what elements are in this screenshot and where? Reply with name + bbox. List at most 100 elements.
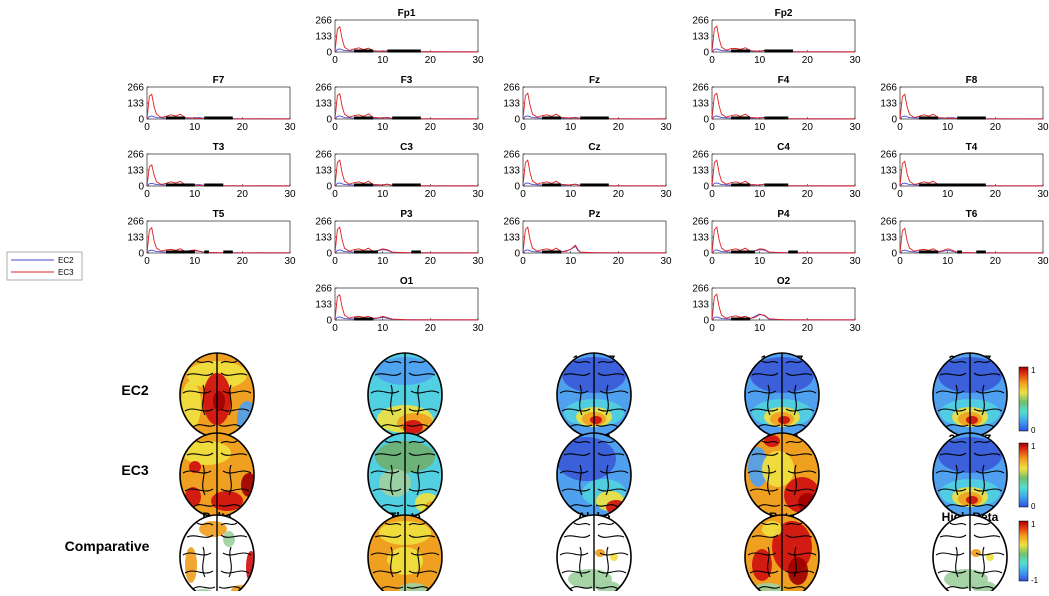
brain-sulcus [761, 440, 779, 444]
y-tick-label: 133 [880, 99, 897, 110]
brain-sulcus [597, 534, 625, 538]
panel-t3: T3 0 133 266 0 10 20 30 [127, 142, 296, 200]
brain-sulcus [182, 390, 212, 394]
brain-sulcus [228, 384, 232, 416]
brain-sulcus [408, 522, 426, 526]
brain-sulcus [973, 360, 991, 364]
brain-sulcus [370, 390, 400, 394]
brain-sulcus [406, 586, 430, 590]
panel-o1: O1 0 133 266 0 10 20 30 [315, 276, 484, 334]
brain-sulcus [973, 570, 1003, 574]
plot-area [711, 220, 856, 254]
panel-title: O1 [400, 276, 414, 287]
y-tick-label: 266 [503, 150, 520, 161]
brain-sulcus [749, 570, 779, 574]
topo-blob [403, 420, 423, 434]
x-tick-label: 0 [520, 189, 526, 200]
y-tick-label: 0 [703, 48, 709, 59]
brain-sulcus [563, 534, 591, 538]
significance-bar [354, 250, 378, 254]
topo-map [556, 352, 632, 438]
y-tick-label: 0 [326, 316, 332, 327]
y-tick-label: 0 [138, 182, 144, 193]
series-ec3-line [522, 226, 667, 254]
y-tick-label: 0 [326, 249, 332, 260]
topo-map [932, 352, 1008, 438]
brain-sulcus [935, 390, 965, 394]
brain-sulcus [783, 424, 807, 428]
brain-sulcus [783, 586, 807, 590]
x-tick-label: 10 [754, 189, 766, 200]
brain-sulcus [559, 470, 589, 474]
significance-bar [542, 183, 562, 187]
significance-bar [764, 49, 794, 53]
panel-fp1: Fp1 0 133 266 0 10 20 30 [315, 8, 484, 66]
brain-sulcus [186, 452, 214, 456]
brain-sulcus [949, 360, 967, 364]
x-tick-label: 20 [802, 256, 814, 267]
panel-cz: Cz 0 133 266 0 10 20 30 [503, 142, 672, 200]
significance-bar [731, 116, 751, 120]
brain-sulcus [757, 586, 781, 590]
brain-sulcus [939, 534, 967, 538]
x-tick-label: 30 [849, 323, 861, 334]
brain-sulcus [579, 384, 583, 416]
topo-blob [788, 557, 808, 585]
topo-blob [185, 547, 197, 583]
panel-f4: F4 0 133 266 0 10 20 30 [692, 75, 861, 133]
plot-area [899, 86, 1044, 120]
topo-blob [183, 441, 231, 465]
series-ec3-line [711, 293, 856, 321]
y-tick-label: 0 [703, 182, 709, 193]
brain-sulcus [935, 470, 965, 474]
topo-blob [223, 531, 235, 547]
colorbar-max-label: 1 [1031, 366, 1036, 375]
brain-sulcus [184, 408, 214, 412]
brain-sulcus [767, 546, 771, 578]
plot-area [334, 220, 479, 254]
significance-bar [731, 250, 755, 254]
plot-area [899, 220, 1044, 254]
brain-sulcus [416, 546, 420, 578]
panel-title: F3 [401, 75, 413, 86]
x-tick-label: 10 [377, 189, 389, 200]
y-tick-label: 133 [503, 99, 520, 110]
topo-blob [966, 416, 978, 424]
brain-sulcus [975, 552, 1005, 556]
topo-map [179, 514, 255, 596]
brain-sulcus [945, 424, 969, 428]
y-tick-label: 133 [503, 166, 520, 177]
y-tick-label: 266 [127, 217, 144, 228]
y-tick-label: 0 [703, 249, 709, 260]
significance-bar [788, 250, 798, 254]
brain-sulcus [196, 522, 214, 526]
significance-bar [919, 183, 986, 187]
x-tick-label: 30 [849, 55, 861, 66]
significance-bar [166, 116, 186, 120]
brain-sulcus [749, 408, 779, 412]
brain-sulcus [186, 534, 214, 538]
brain-sulcus [390, 546, 394, 578]
x-tick-label: 0 [520, 256, 526, 267]
y-tick-label: 0 [891, 182, 897, 193]
brain-sulcus [787, 390, 817, 394]
y-tick-label: 266 [692, 284, 709, 295]
brain-sulcus [380, 424, 404, 428]
x-tick-label: 20 [237, 256, 249, 267]
x-tick-label: 10 [189, 122, 201, 133]
y-tick-label: 0 [891, 249, 897, 260]
panel-title: O2 [777, 276, 791, 287]
brain-sulcus [973, 408, 1003, 412]
y-tick-label: 266 [880, 150, 897, 161]
series-ec3-line [899, 227, 1044, 254]
brain-sulcus [981, 464, 985, 496]
x-tick-label: 0 [709, 256, 715, 267]
brain-sulcus [579, 464, 583, 496]
topo-blob [181, 381, 201, 429]
panel-pz: Pz 0 133 266 0 10 20 30 [503, 209, 672, 267]
brain-sulcus [785, 360, 803, 364]
brain-sulcus [599, 390, 629, 394]
brain-sulcus [949, 522, 967, 526]
x-tick-label: 10 [189, 256, 201, 267]
brain-sulcus [597, 570, 627, 574]
